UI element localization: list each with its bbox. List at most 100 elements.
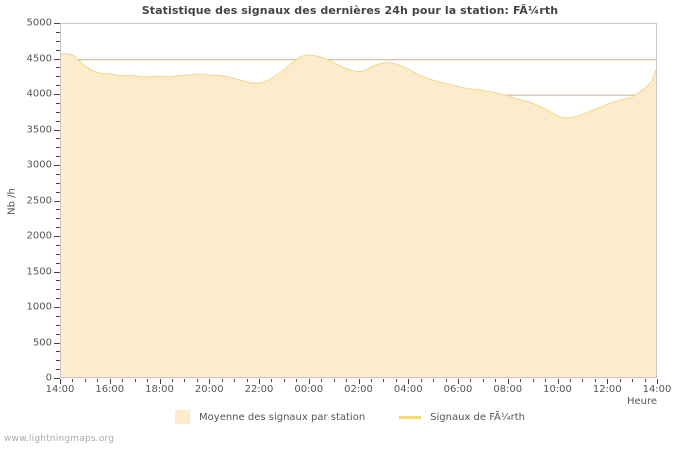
- y-minor-tick: [56, 49, 60, 51]
- y-major-tick: [54, 129, 60, 131]
- y-tick-label: 1000: [26, 301, 52, 313]
- x-minor-tick: [321, 379, 323, 382]
- x-minor-tick: [619, 379, 621, 382]
- chart-title: Statistique des signaux des dernières 24…: [141, 4, 559, 17]
- x-minor-tick: [271, 379, 273, 382]
- y-minor-tick: [56, 253, 60, 255]
- y-major-tick: [54, 271, 60, 273]
- y-minor-tick: [56, 218, 60, 220]
- x-tick-label: 00:00: [294, 384, 324, 395]
- x-minor-tick: [632, 379, 634, 382]
- x-minor-tick: [134, 379, 136, 382]
- y-minor-tick: [56, 102, 60, 104]
- x-minor-tick: [545, 379, 547, 382]
- x-minor-tick: [147, 379, 149, 382]
- x-tick-label: 10:00: [543, 384, 572, 395]
- y-minor-tick: [56, 31, 60, 33]
- y-minor-tick: [56, 209, 60, 211]
- y-major-tick: [54, 200, 60, 202]
- y-minor-tick: [56, 111, 60, 113]
- y-minor-tick: [56, 351, 60, 353]
- y-tick-label: 2000: [26, 230, 52, 242]
- y-major-tick: [54, 165, 60, 166]
- x-minor-tick: [532, 379, 534, 382]
- legend-entry-moyenne[interactable]: Moyenne des signaux par station: [175, 410, 365, 424]
- y-minor-tick: [56, 156, 60, 158]
- y-minor-tick: [56, 315, 60, 317]
- legend-entry-station[interactable]: Signaux de FÃ¼rth: [399, 412, 525, 423]
- x-minor-tick: [383, 379, 385, 382]
- x-tick-label: 16:00: [95, 384, 125, 395]
- legend-label-moyenne: Moyenne des signaux par station: [199, 411, 366, 423]
- y-minor-tick: [56, 227, 60, 229]
- x-major-tick: [408, 379, 410, 384]
- x-minor-tick: [196, 379, 198, 382]
- y-axis-tick-labels: 0 500 1000 1500 2000 2500 3000 3500 4000 4500 5000: [0, 0, 52, 450]
- x-minor-tick: [644, 379, 646, 382]
- y-minor-tick: [56, 298, 60, 300]
- plot-area: [60, 23, 657, 378]
- x-tick-label: 20:00: [194, 384, 224, 395]
- y-major-tick: [54, 23, 60, 24]
- y-axis-tick-marks: [54, 23, 60, 379]
- x-major-tick: [308, 379, 310, 384]
- area-fill-path: [61, 53, 656, 377]
- x-minor-tick: [594, 379, 596, 382]
- y-minor-tick: [56, 147, 60, 149]
- y-tick-label: 4000: [26, 88, 52, 100]
- area-top-edge-path: [61, 53, 656, 119]
- y-major-tick: [54, 342, 60, 344]
- x-tick-label: 18:00: [145, 384, 174, 395]
- y-minor-tick: [56, 138, 60, 140]
- x-major-tick: [109, 379, 111, 384]
- series-area-moyenne: [61, 53, 656, 377]
- y-minor-tick: [56, 191, 60, 193]
- x-minor-tick: [171, 379, 173, 382]
- x-minor-tick: [84, 379, 86, 382]
- line-swatch-icon: [399, 415, 422, 419]
- y-minor-tick: [56, 280, 60, 282]
- legend-label-station: Signaux de FÃ¼rth: [430, 411, 525, 423]
- x-minor-tick: [470, 379, 472, 382]
- y-major-tick: [54, 94, 60, 95]
- x-minor-tick: [221, 379, 223, 382]
- x-major-tick: [607, 379, 609, 384]
- y-major-tick: [54, 307, 60, 308]
- y-minor-tick: [56, 120, 60, 122]
- y-minor-tick: [56, 369, 60, 371]
- x-minor-tick: [283, 379, 285, 382]
- y-tick-label: 3500: [26, 124, 52, 135]
- x-major-tick: [209, 379, 211, 384]
- y-major-tick: [54, 58, 60, 60]
- y-minor-tick: [56, 67, 60, 69]
- x-minor-tick: [433, 379, 435, 382]
- y-minor-tick: [56, 40, 60, 42]
- x-major-tick: [557, 379, 559, 384]
- y-major-tick: [54, 378, 60, 379]
- y-tick-label: 500: [32, 337, 52, 348]
- x-minor-tick: [482, 379, 484, 382]
- y-minor-tick: [56, 324, 60, 326]
- y-minor-tick: [56, 76, 60, 78]
- x-minor-tick: [520, 379, 522, 382]
- x-tick-label: 04:00: [393, 384, 423, 395]
- y-axis-title: Nb /h: [6, 188, 18, 215]
- x-axis-tick-marks: [60, 379, 658, 385]
- x-tick-label: 14:00: [642, 384, 672, 395]
- x-minor-tick: [122, 379, 124, 382]
- x-major-tick: [259, 379, 260, 384]
- y-tick-label: 3000: [26, 159, 52, 171]
- x-minor-tick: [234, 379, 236, 382]
- x-minor-tick: [395, 379, 397, 382]
- x-minor-tick: [97, 379, 99, 382]
- x-minor-tick: [72, 379, 74, 382]
- x-major-tick: [657, 379, 658, 384]
- y-major-tick: [54, 236, 60, 237]
- x-major-tick: [60, 379, 61, 384]
- x-major-tick: [358, 379, 360, 384]
- x-tick-label: 14:00: [45, 384, 75, 395]
- x-minor-tick: [420, 379, 422, 382]
- y-tick-label: 4500: [26, 53, 52, 64]
- x-minor-tick: [445, 379, 447, 382]
- y-minor-tick: [56, 333, 60, 335]
